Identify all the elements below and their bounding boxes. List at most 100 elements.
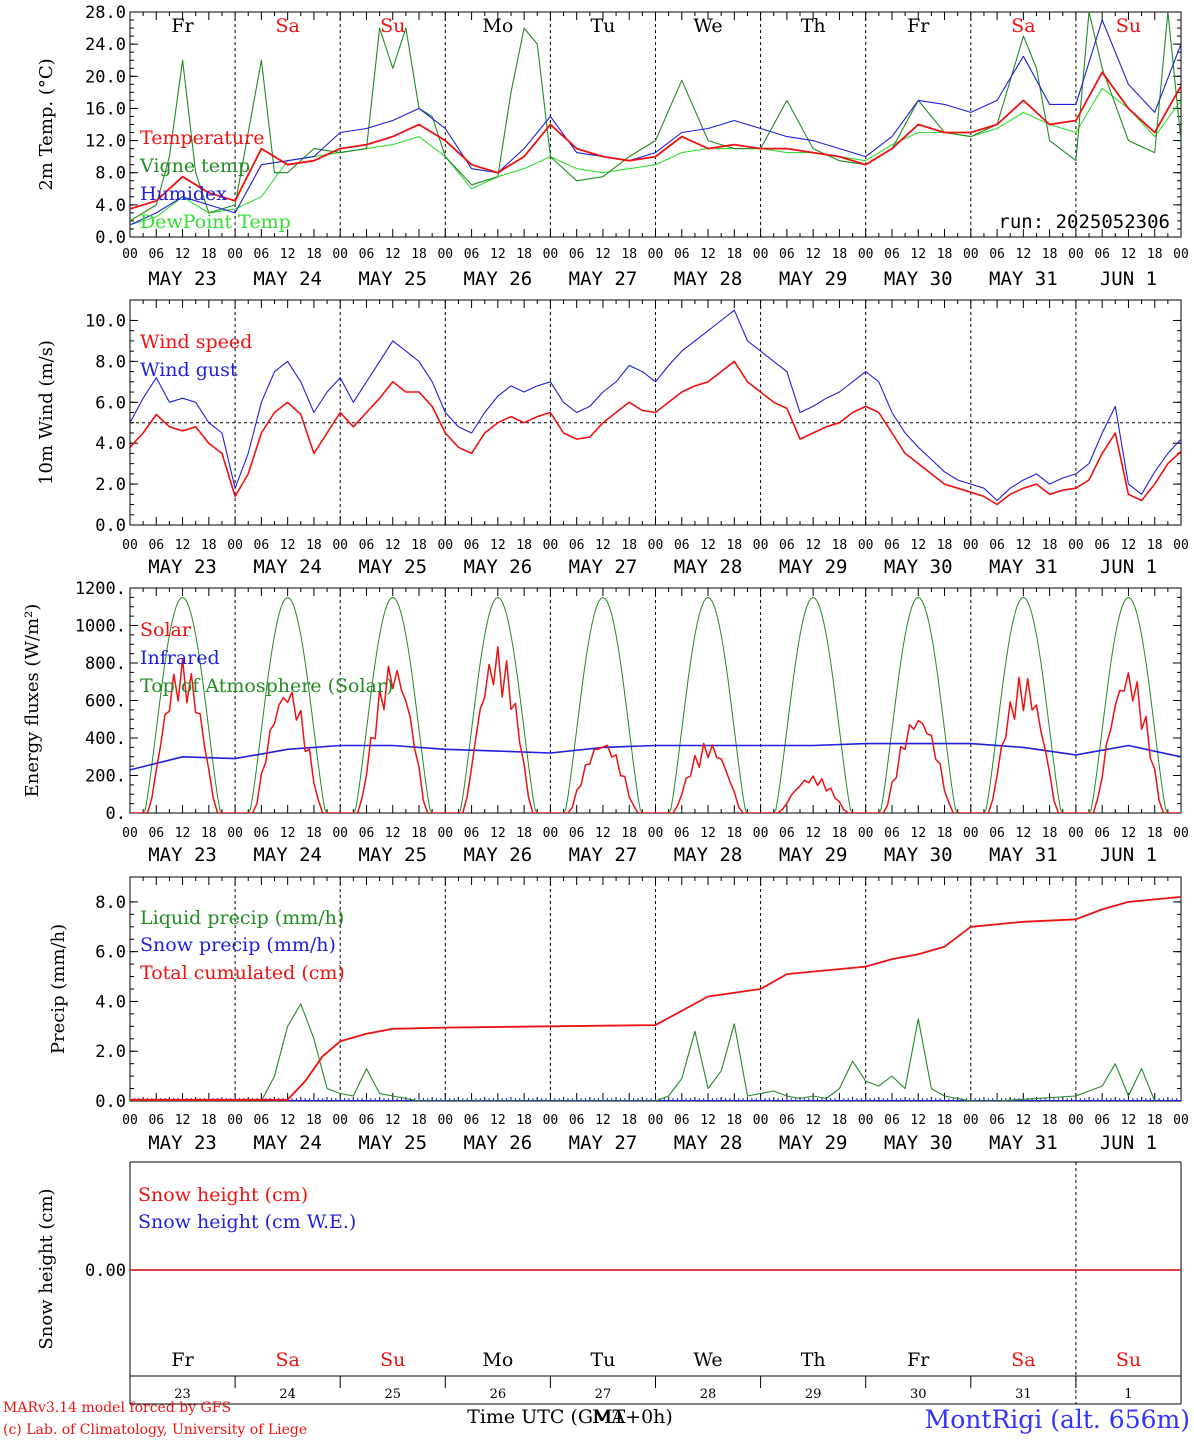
temp-y-tick-label: 24.0 <box>85 35 126 55</box>
energy-date-label: MAY 26 <box>464 844 533 866</box>
snow-day-name: Su <box>1116 1349 1141 1371</box>
energy-hour-label: 06 <box>569 826 585 841</box>
temp-date-label: MAY 23 <box>148 268 217 290</box>
energy-y-tick-label: 800. <box>85 654 126 674</box>
energy-hour-label: 12 <box>490 826 506 841</box>
snow-day-name: We <box>693 1349 722 1371</box>
wind-hour-label: 18 <box>1042 538 1058 553</box>
wind-hour-label: 12 <box>490 538 506 553</box>
precip-hour-label: 06 <box>569 1113 585 1128</box>
wind-hour-label: 06 <box>359 538 375 553</box>
x-axis-title: Time UTC (GMT+0h) <box>467 1406 673 1428</box>
snow-day-number: 23 <box>174 1387 191 1402</box>
precip-hour-label: 00 <box>858 1113 874 1128</box>
wind-hour-label: 06 <box>1094 538 1110 553</box>
temp-hour-label: 06 <box>569 247 585 262</box>
precip-hour-label: 06 <box>148 1113 164 1128</box>
energy-hour-label: 12 <box>805 826 821 841</box>
wind-hour-label: 00 <box>227 538 243 553</box>
temp-hour-label: 18 <box>937 247 953 262</box>
wind-hour-label: 18 <box>621 538 637 553</box>
energy-hour-label: 12 <box>700 826 716 841</box>
temp-hour-label: 18 <box>411 247 427 262</box>
temp-hour-label: 00 <box>1068 247 1084 262</box>
precip-hour-label: 12 <box>805 1113 821 1128</box>
temp-legend-entry: Humidex <box>140 183 227 205</box>
wind-y-tick-label: 6.0 <box>95 393 126 413</box>
temp-date-label: JUN 1 <box>1100 268 1157 290</box>
energy-hour-label: 06 <box>989 826 1005 841</box>
temp-hour-label: 18 <box>726 247 742 262</box>
energy-hour-label: 18 <box>1042 826 1058 841</box>
temp-hour-label: 06 <box>1094 247 1110 262</box>
wind-y-axis-label: 10m Wind (m/s) <box>36 340 57 485</box>
wind-legend-entry: Wind gust <box>140 359 238 381</box>
energy-date-label: MAY 28 <box>674 844 743 866</box>
temp-day-name: Mo <box>482 15 513 37</box>
temp-hour-label: 12 <box>805 247 821 262</box>
temp-hour-label: 12 <box>910 247 926 262</box>
precip-hour-label: 00 <box>437 1113 453 1128</box>
temp-hour-label: 12 <box>175 247 191 262</box>
temp-hour-label: 18 <box>1042 247 1058 262</box>
snow-day-name: Th <box>801 1349 826 1371</box>
precip-hour-label: 12 <box>1121 1113 1137 1128</box>
wind-hour-label: 18 <box>726 538 742 553</box>
temp-legend-entry: Vigne temp <box>139 155 250 177</box>
wind-date-label: MAY 28 <box>674 556 743 578</box>
snow-day-number: 26 <box>490 1387 507 1402</box>
temp-y-tick-label: 20.0 <box>85 67 126 87</box>
wind-hour-label: 00 <box>122 538 138 553</box>
precip-hour-label: 18 <box>516 1113 532 1128</box>
precip-hour-label: 12 <box>1016 1113 1032 1128</box>
energy-hour-label: 06 <box>1094 826 1110 841</box>
snow-y-axis-label: Snow height (cm) <box>36 1188 57 1349</box>
temp-hour-label: 00 <box>543 247 559 262</box>
temp-day-name: Su <box>1116 15 1141 37</box>
temp-hour-label: 06 <box>464 247 480 262</box>
temp-hour-label: 12 <box>700 247 716 262</box>
energy-panel: Energy fluxes (W/m²) 0. 200. 400. 600. 800. 10… <box>22 579 1189 866</box>
snow-day-number: 31 <box>1015 1387 1032 1402</box>
temp-hour-label: 00 <box>1173 247 1189 262</box>
wind-date-label: MAY 26 <box>464 556 533 578</box>
wind-line-wind-speed <box>130 360 1181 506</box>
precip-hour-label: 06 <box>254 1113 270 1128</box>
precip-hour-label: 18 <box>621 1113 637 1128</box>
model-credit: MARv3.14 model forced by GFS <box>3 1400 231 1416</box>
energy-hour-label: 06 <box>254 826 270 841</box>
precip-hour-label: 18 <box>1042 1113 1058 1128</box>
precip-date-label: MAY 26 <box>464 1132 533 1154</box>
energy-y-axis-label: Energy fluxes (W/m²) <box>22 604 43 798</box>
energy-hour-label: 18 <box>832 826 848 841</box>
energy-date-label: MAY 25 <box>358 844 427 866</box>
precip-hour-label: 12 <box>280 1113 296 1128</box>
temp-hour-label: 12 <box>595 247 611 262</box>
energy-legend-entry: Top of Atmosphere (Solar) <box>140 675 393 697</box>
temp-date-label: MAY 25 <box>358 268 427 290</box>
energy-y-tick-label: 400. <box>85 729 126 749</box>
energy-hour-label: 12 <box>175 826 191 841</box>
precip-hour-label: 06 <box>674 1113 690 1128</box>
wind-y-tick-label: 2.0 <box>95 475 126 495</box>
precip-hour-label: 00 <box>1173 1113 1189 1128</box>
energy-date-label: MAY 23 <box>148 844 217 866</box>
temp-date-label: MAY 24 <box>253 268 322 290</box>
precip-legend-entry: Total cumulated (cm) <box>140 962 345 984</box>
energy-hour-label: 00 <box>227 826 243 841</box>
wind-hour-label: 06 <box>674 538 690 553</box>
energy-hour-label: 00 <box>1173 826 1189 841</box>
snow-panel: Snow height (cm) 0.00 Snow height (cm) Snow… <box>36 1161 1182 1405</box>
snow-legend-entry: Snow height (cm W.E.) <box>138 1211 356 1233</box>
temp-hour-label: 12 <box>385 247 401 262</box>
snow-day-name: Sa <box>1011 1349 1035 1371</box>
precip-hour-label: 18 <box>1147 1113 1163 1128</box>
temp-legend-entry: DewPoint Temp <box>140 211 291 233</box>
precip-hour-label: 12 <box>700 1113 716 1128</box>
temp-frame <box>129 11 1182 238</box>
temp-hour-label: 06 <box>989 247 1005 262</box>
temp-hour-label: 00 <box>332 247 348 262</box>
energy-hour-label: 00 <box>963 826 979 841</box>
wind-hour-label: 12 <box>910 538 926 553</box>
